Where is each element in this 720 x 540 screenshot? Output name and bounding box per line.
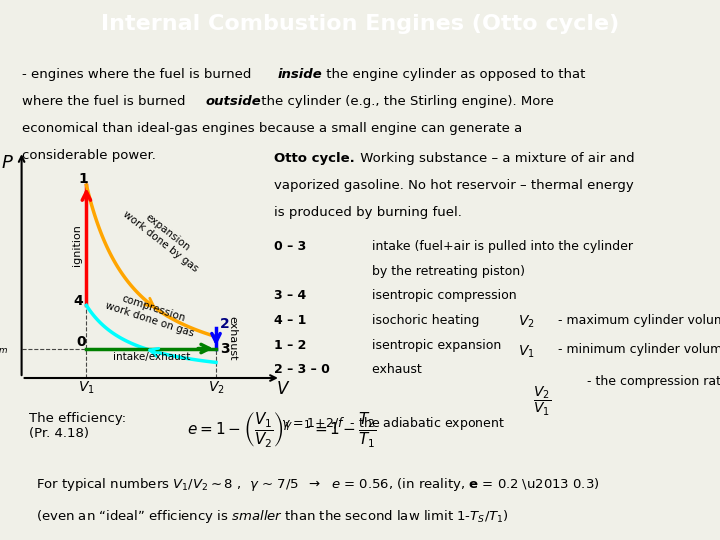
Text: $P_{atm}$: $P_{atm}$ [0,341,9,356]
Text: exhaust: exhaust [360,363,422,376]
Text: exhaust: exhaust [228,316,238,361]
Text: 0: 0 [76,335,86,349]
Text: 3 – 4: 3 – 4 [274,289,306,302]
Text: Working substance – a mixture of air and: Working substance – a mixture of air and [356,152,635,165]
Text: intake (fuel+air is pulled into the cylinder: intake (fuel+air is pulled into the cyli… [360,240,633,253]
Text: vaporized gasoline. No hot reservoir – thermal energy: vaporized gasoline. No hot reservoir – t… [274,179,634,192]
Text: - maximum cylinder volume: - maximum cylinder volume [554,314,720,327]
Text: The efficiency:
(Pr. 4.18): The efficiency: (Pr. 4.18) [29,412,126,440]
Text: For typical numbers $V_1$/$V_2$$\sim$8 ,  $\gamma$ ~ 7/5  $\rightarrow$  $e$ = 0: For typical numbers $V_1$/$V_2$$\sim$8 ,… [36,476,600,493]
Text: 0 – 3: 0 – 3 [274,240,306,253]
Text: expansion
work done by gas: expansion work done by gas [121,200,207,274]
Text: the engine cylinder as opposed to that: the engine cylinder as opposed to that [322,68,585,81]
Text: isentropic compression: isentropic compression [360,289,517,302]
Text: the cylinder (e.g., the Stirling engine). More: the cylinder (e.g., the Stirling engine)… [257,95,554,109]
Text: $e = 1 - \left(\dfrac{V_1}{V_2}\right)^{\gamma-1} = 1 - \dfrac{T_2}{T_1}$: $e = 1 - \left(\dfrac{V_1}{V_2}\right)^{… [187,410,377,449]
Text: $V_2$: $V_2$ [518,314,535,330]
Text: $V_1$: $V_1$ [518,343,535,360]
Text: 1: 1 [78,172,89,186]
Text: - the compression ratio: - the compression ratio [583,375,720,388]
Text: ignition: ignition [72,225,82,266]
Text: 3: 3 [220,342,230,356]
Text: is produced by burning fuel.: is produced by burning fuel. [274,206,462,219]
Text: $V$: $V$ [276,380,290,398]
Text: Otto cycle.: Otto cycle. [274,152,354,165]
Text: 4 – 1: 4 – 1 [274,314,306,327]
Text: isochoric heating: isochoric heating [360,314,480,327]
Text: 2 – 3 – 0: 2 – 3 – 0 [274,363,330,376]
Text: 2: 2 [220,317,230,331]
Text: where the fuel is burned: where the fuel is burned [22,95,189,109]
Text: (even an “ideal” efficiency is $\it{smaller}$ than the second law limit $1$-$T_S: (even an “ideal” efficiency is $\it{smal… [36,508,509,525]
Text: 4: 4 [73,294,84,308]
Text: compression
work done on gas: compression work done on gas [104,290,199,339]
Text: outside: outside [205,95,261,109]
Text: economical than ideal-gas engines because a small engine can generate a: economical than ideal-gas engines becaus… [22,123,522,136]
Text: $P$: $P$ [1,153,14,172]
Text: intake/exhaust: intake/exhaust [112,352,190,362]
Text: - engines where the fuel is burned: - engines where the fuel is burned [22,68,255,81]
Text: considerable power.: considerable power. [22,150,156,163]
Text: Internal Combustion Engines (Otto cycle): Internal Combustion Engines (Otto cycle) [101,14,619,35]
Text: isentropic expansion: isentropic expansion [360,339,501,352]
Text: inside: inside [277,68,322,81]
Text: by the retreating piston): by the retreating piston) [360,265,525,278]
Text: $\dfrac{V_2}{V_1}$: $\dfrac{V_2}{V_1}$ [533,385,551,418]
Text: 1 – 2: 1 – 2 [274,339,306,352]
Text: $\gamma$ = 1+2/$f$  - the adiabatic exponent: $\gamma$ = 1+2/$f$ - the adiabatic expon… [281,415,505,431]
Text: - minimum cylinder volume: - minimum cylinder volume [554,343,720,356]
Text: $V_2$: $V_2$ [207,380,225,396]
Text: $V_1$: $V_1$ [78,380,95,396]
